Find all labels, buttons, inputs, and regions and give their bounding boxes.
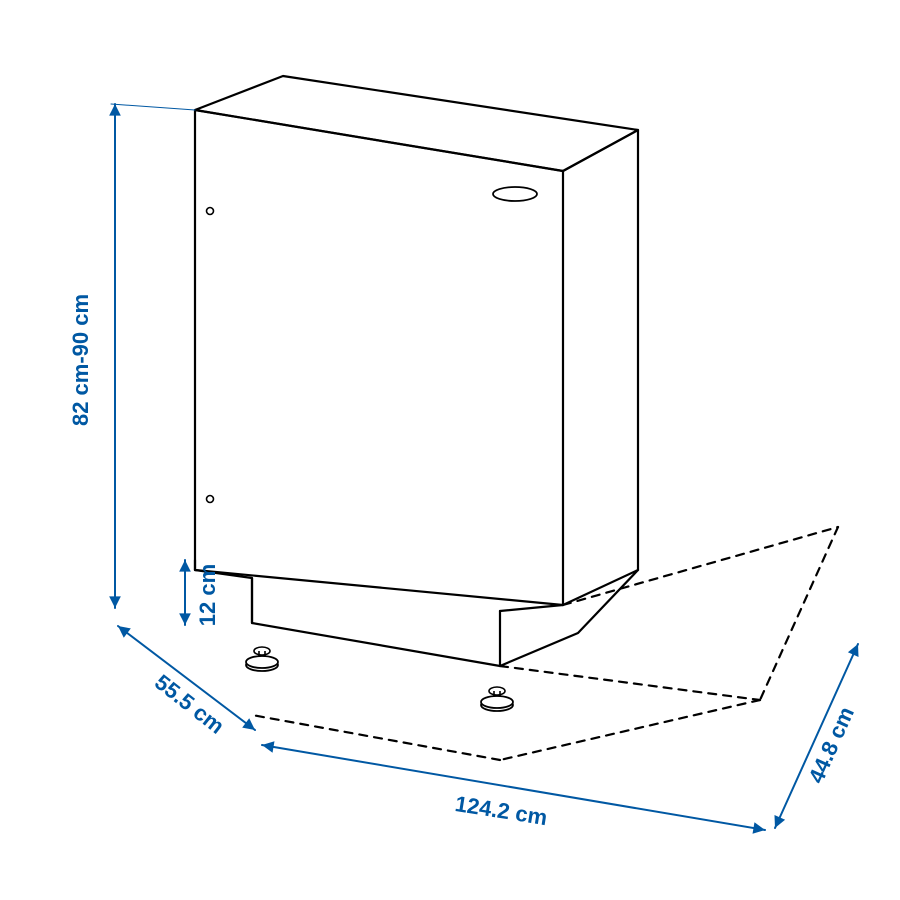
dim-label-toe_kick: 12 cm bbox=[195, 564, 220, 626]
dimension-diagram: 82 cm-90 cm12 cm55.5 cm124.2 cm44.8 cm bbox=[0, 0, 900, 900]
dim-label-height: 82 cm-90 cm bbox=[68, 294, 93, 426]
door-handle bbox=[493, 187, 537, 201]
cabinet-outline bbox=[195, 76, 638, 711]
door-swing-outline bbox=[252, 527, 838, 760]
dim-label-door_open: 124.2 cm bbox=[453, 791, 549, 830]
dimension-labels: 82 cm-90 cm12 cm55.5 cm124.2 cm44.8 cm bbox=[68, 294, 859, 830]
